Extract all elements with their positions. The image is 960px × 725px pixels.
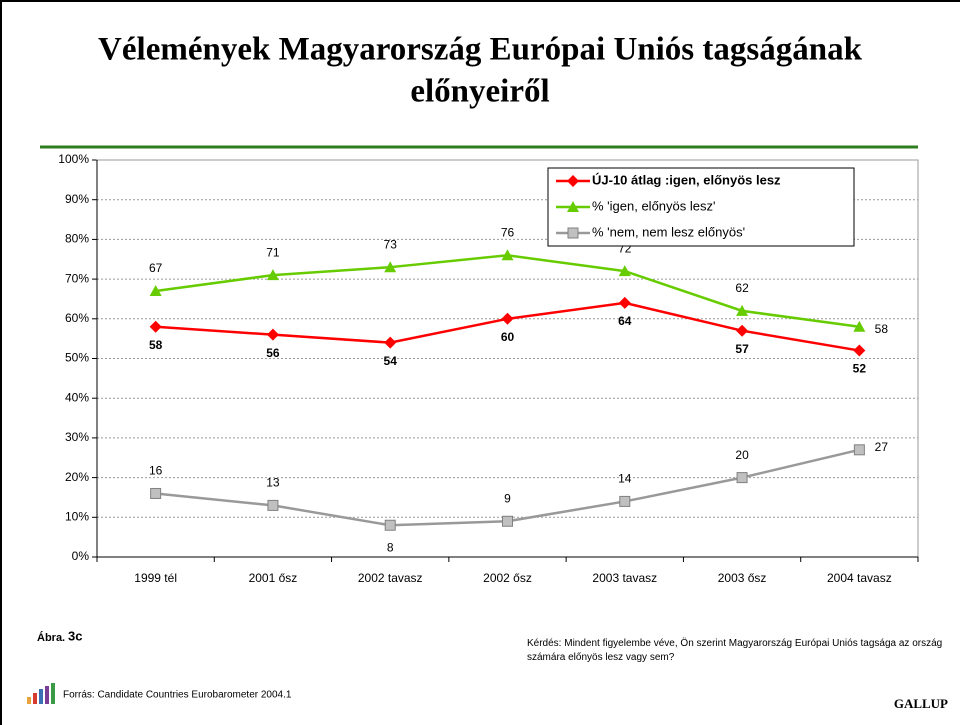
point (267, 499, 279, 511)
point (736, 324, 749, 337)
y-tick-label: 40% (65, 390, 89, 404)
point (150, 487, 162, 499)
y-tick-label: 30% (65, 430, 89, 444)
data-label: 67 (149, 261, 163, 275)
legend-marker (567, 227, 579, 239)
data-label: 16 (149, 464, 163, 478)
y-tick-label: 0% (72, 549, 90, 563)
chart-title: Vélemények Magyarország Európai Uniós ta… (98, 32, 863, 68)
data-label: 54 (384, 354, 398, 368)
data-label: 52 (853, 362, 867, 376)
data-label: 13 (266, 476, 280, 490)
x-tick-label: 2002 ősz (483, 571, 532, 585)
data-label: 9 (504, 491, 511, 505)
point (384, 261, 397, 273)
legend-label: % 'nem, nem lesz előnyös' (592, 224, 745, 239)
data-label: 73 (384, 237, 398, 251)
legend-marker (567, 201, 579, 212)
point (501, 312, 514, 325)
point (853, 344, 866, 357)
y-tick-label: 100% (58, 152, 89, 166)
y-tick-label: 90% (65, 192, 89, 206)
data-label: 60 (501, 330, 515, 344)
y-tick-label: 20% (65, 470, 89, 484)
y-tick-label: 10% (65, 509, 89, 523)
figure-number: 3c (68, 628, 82, 643)
point (384, 519, 396, 531)
y-tick-label: 70% (65, 271, 89, 285)
point (266, 269, 279, 281)
y-tick-label: 80% (65, 232, 89, 246)
data-label: 58 (875, 322, 889, 336)
data-label: 57 (735, 342, 749, 356)
series-line (155, 448, 860, 527)
point (501, 249, 514, 261)
point (502, 515, 513, 527)
point (149, 285, 162, 297)
legend-box (547, 167, 855, 247)
legend-marker (567, 175, 579, 187)
point (149, 320, 162, 333)
point (853, 320, 866, 332)
point (266, 328, 279, 341)
data-label: 76 (501, 225, 515, 239)
point (736, 304, 749, 316)
x-tick-label: 2002 tavasz (358, 571, 423, 585)
data-label: 20 (735, 448, 749, 462)
x-tick-label: 2003 tavasz (592, 571, 657, 585)
chart-title: előnyeiről (410, 74, 549, 110)
data-label: 58 (149, 338, 163, 352)
data-label: 64 (618, 314, 632, 328)
x-tick-label: 2001 ősz (249, 571, 298, 585)
point (618, 296, 631, 309)
logo (27, 683, 55, 704)
y-tick-label: 60% (65, 311, 89, 325)
point (736, 472, 748, 484)
data-label: 8 (387, 540, 394, 554)
data-label: 62 (735, 281, 749, 295)
legend-label: ÚJ-10 átlag :igen, előnyös lesz (592, 172, 781, 187)
data-label: 14 (618, 472, 632, 486)
x-tick-label: 2003 ősz (718, 571, 767, 585)
point (853, 444, 865, 456)
source: Forrás: Candidate Countries Eurobaromete… (63, 690, 292, 701)
x-tick-label: 1999 tél (134, 571, 177, 585)
question: Kérdés: Mindent figyelembe véve, Ön szer… (527, 638, 943, 663)
legend-label: % 'igen, előnyös lesz' (592, 198, 715, 213)
data-label: 27 (875, 440, 889, 454)
point (619, 495, 631, 507)
point (618, 265, 631, 277)
figure-label: Ábra. (37, 631, 65, 644)
brand: GALLUP (894, 696, 948, 711)
data-label: 56 (266, 346, 280, 360)
y-tick-label: 50% (65, 351, 89, 365)
point (384, 336, 397, 349)
data-label: 71 (266, 245, 280, 259)
x-tick-label: 2004 tavasz (827, 571, 892, 585)
